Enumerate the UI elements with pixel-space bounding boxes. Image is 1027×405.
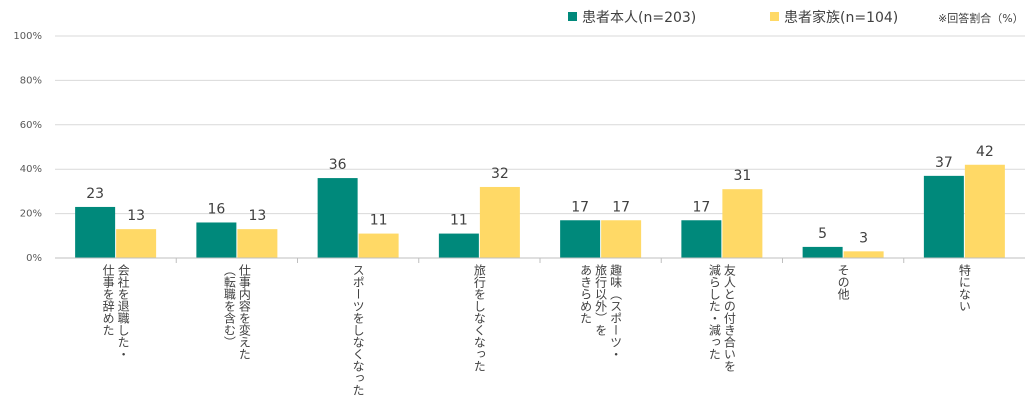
category-label: 友人との付き合いを	[722, 264, 736, 372]
bar-patient	[196, 222, 237, 258]
category-label: その他	[836, 264, 850, 300]
chart-note: ※回答割合（%）	[938, 11, 1024, 25]
y-tick-label: 20%	[20, 209, 42, 220]
category-label: あきらめた	[579, 264, 593, 324]
legend-swatch-family	[770, 12, 779, 21]
bar-family	[843, 251, 884, 258]
bar-patient	[317, 178, 358, 258]
data-label-patient: 23	[86, 186, 104, 202]
category-label: 趣味（スポーツ・	[609, 263, 623, 360]
bar-family	[601, 220, 642, 258]
bar-patient	[923, 175, 964, 258]
legend-swatch-patient	[568, 12, 577, 21]
bar-patient	[681, 220, 722, 258]
legend-label-patient: 患者本人(n=203)	[582, 10, 696, 26]
data-label-family: 13	[127, 208, 145, 224]
data-label-patient: 11	[450, 213, 468, 229]
category-label: 仕事を辞めた	[101, 264, 115, 336]
data-label-family: 3	[859, 230, 868, 246]
bar-family	[479, 186, 520, 258]
bar-patient	[438, 233, 479, 258]
y-tick-label: 40%	[20, 164, 42, 175]
bar-family	[964, 164, 1005, 258]
data-label-patient: 36	[329, 157, 347, 173]
data-label-patient: 16	[207, 201, 225, 217]
data-label-family: 42	[976, 144, 994, 160]
bar-patient	[560, 220, 601, 258]
category-label: 旅行以外）を	[594, 264, 608, 336]
category-label: （転職を含む）	[222, 264, 236, 348]
data-label-family: 31	[733, 168, 751, 184]
data-label-patient: 37	[935, 155, 953, 171]
category-label: 会社を退職した・	[116, 264, 130, 360]
y-tick-label: 0%	[26, 253, 42, 264]
bar-family	[722, 189, 763, 258]
category-label: 減らした・減った	[707, 263, 721, 360]
category-label: 旅行をしなくなった	[472, 264, 486, 372]
bar-patient	[75, 206, 116, 258]
y-tick-label: 80%	[20, 75, 42, 86]
y-tick-label: 100%	[13, 31, 42, 42]
y-tick-label: 60%	[20, 120, 42, 131]
data-label-patient: 5	[818, 226, 827, 242]
bar-family	[116, 229, 157, 258]
bar-family	[358, 233, 399, 258]
category-label: スポーツをしなくなった	[351, 264, 365, 396]
bar-patient	[802, 246, 843, 258]
data-label-family: 11	[370, 213, 388, 229]
gridlines	[55, 35, 1025, 215]
data-label-patient: 17	[571, 199, 589, 215]
data-label-family: 13	[248, 208, 266, 224]
x-axis: 会社を退職した・仕事を辞めた 仕事内容を変えた（転職を含む） スポーツをしなくなった…	[55, 257, 1025, 396]
data-label-family: 17	[612, 199, 630, 215]
bars	[75, 164, 1005, 258]
legend: 患者本人(n=203) 患者家族(n=104) ※回答割合（%）	[568, 9, 1024, 26]
data-label-family: 32	[491, 166, 509, 182]
category-label: 特にない	[957, 263, 971, 312]
legend-label-family: 患者家族(n=104)	[784, 9, 898, 26]
category-label: 仕事内容を変えた	[237, 264, 251, 360]
data-label-patient: 17	[692, 199, 710, 215]
bar-family	[237, 229, 278, 258]
y-axis: 0% 20% 40% 60% 80% 100%	[13, 31, 42, 264]
data-labels: 23 13 16 13 36 11 11 32 17 17 17 31 5 3 37 42	[86, 144, 994, 247]
